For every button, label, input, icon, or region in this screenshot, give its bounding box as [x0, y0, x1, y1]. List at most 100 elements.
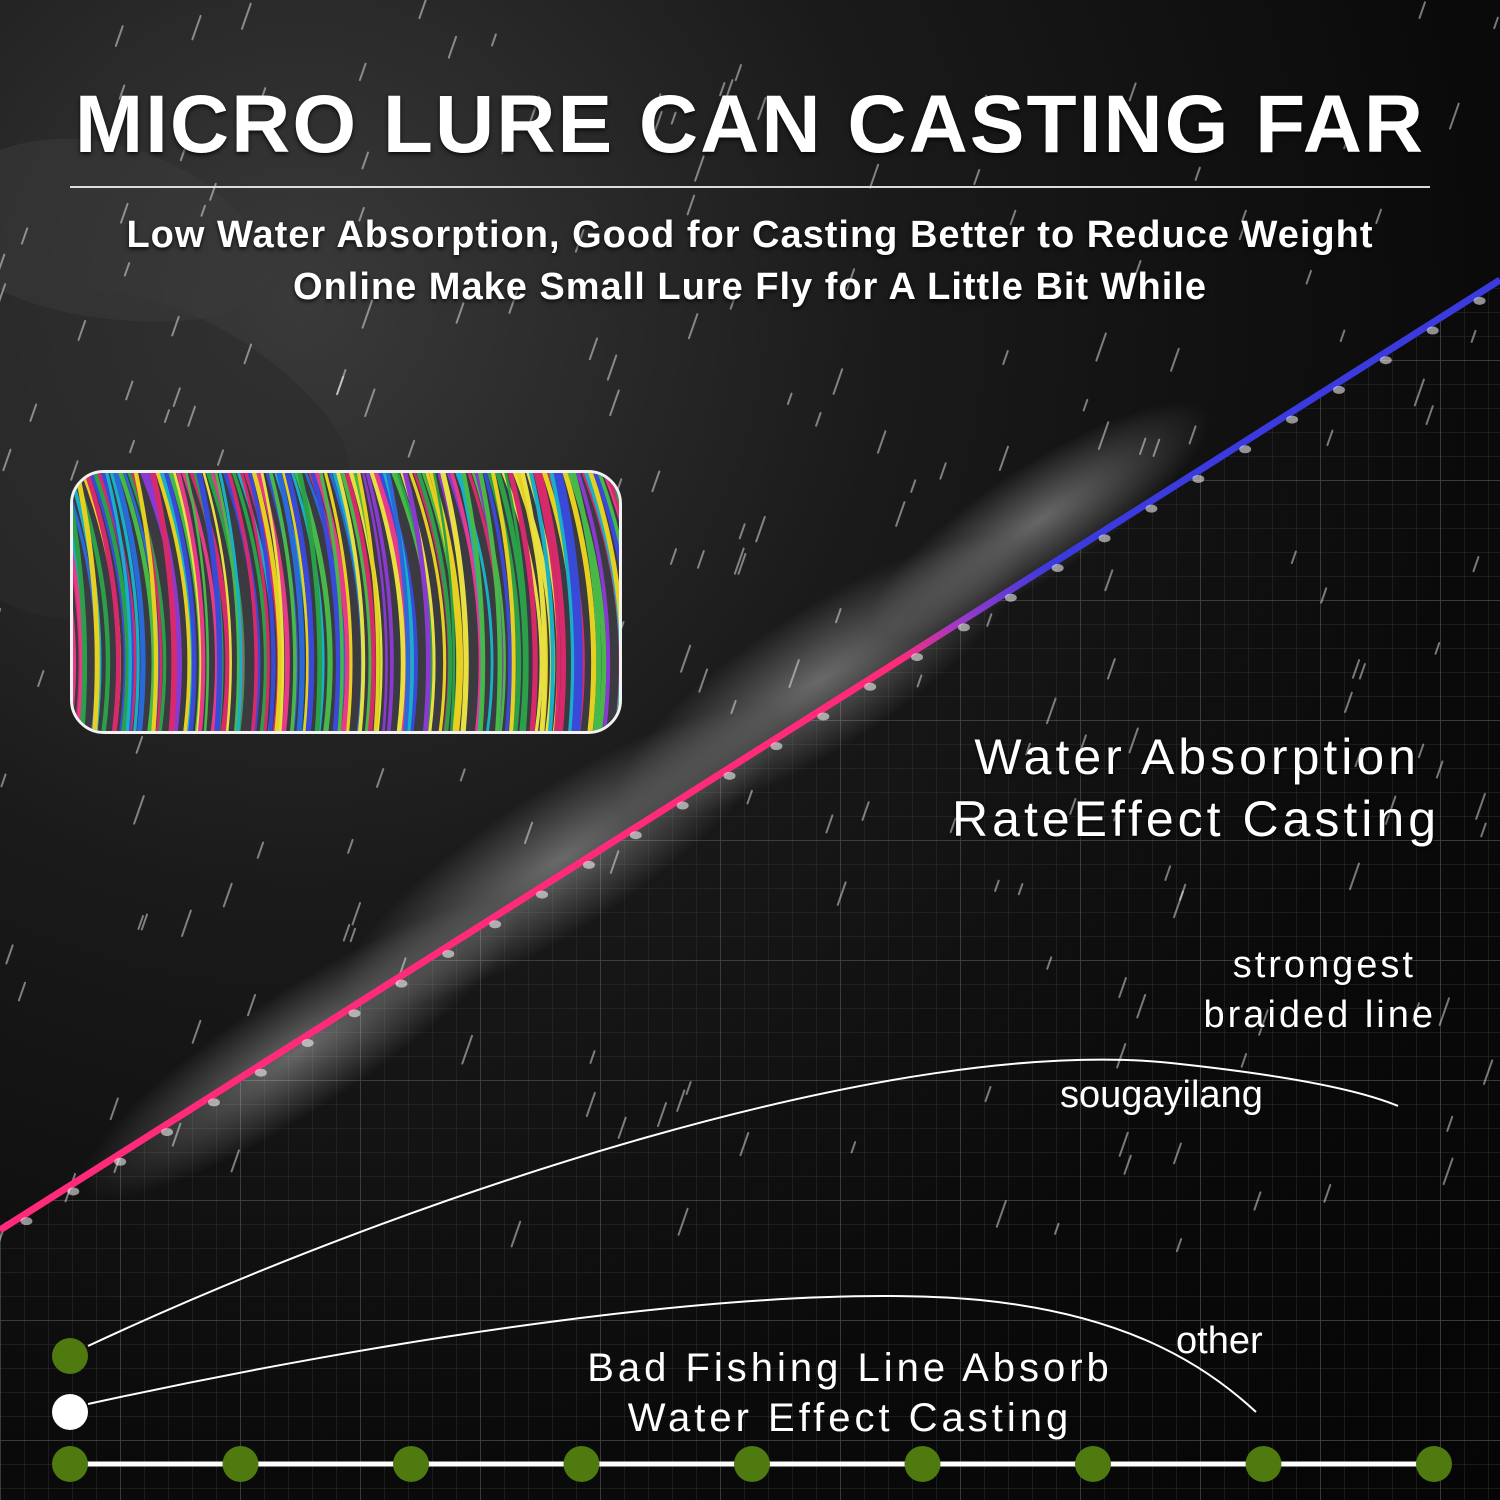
- rain-streak: [949, 817, 957, 834]
- water-droplet: [1098, 534, 1111, 543]
- rain-streak: [1411, 1002, 1420, 1022]
- rain-streak: [1417, 743, 1425, 759]
- rain-streak: [1136, 993, 1147, 1019]
- other-curve-label: other: [1176, 1320, 1263, 1362]
- braid-strand: [84, 473, 121, 731]
- rain-streak: [1175, 1238, 1183, 1253]
- rain-streak: [129, 439, 136, 454]
- braid-strand: [214, 473, 240, 731]
- water-droplet: [536, 890, 549, 899]
- rain-streak: [1351, 659, 1361, 679]
- subtitle-line-2: Online Make Small Lure Fly for A Little …: [293, 266, 1207, 308]
- rain-streak: [459, 768, 466, 782]
- braid-strand: [105, 473, 132, 731]
- water-droplet: [489, 920, 502, 929]
- water-droplet: [911, 653, 924, 662]
- rain-streak: [869, 163, 880, 189]
- water-droplet: [864, 682, 877, 691]
- braid-strand: [477, 473, 503, 731]
- braided-line-swatch: [70, 470, 622, 734]
- rain-streak: [939, 462, 947, 480]
- rain-streak: [1435, 760, 1444, 779]
- braided-line-label: braided line: [1203, 994, 1436, 1036]
- rain-streak: [243, 343, 253, 365]
- rain-streak: [1188, 425, 1197, 445]
- rain-streak: [1323, 1183, 1332, 1203]
- rain-streak: [834, 608, 842, 624]
- rain-streak: [181, 909, 192, 937]
- braid-strand: [118, 473, 157, 731]
- rain-streak: [358, 206, 365, 222]
- bad-line-caption-1: Bad Fishing Line Absorb: [587, 1346, 1113, 1390]
- rain-streak: [501, 129, 511, 155]
- rain-streak: [670, 111, 677, 125]
- rain-streak: [418, 0, 427, 20]
- rain-streak: [0, 773, 7, 788]
- braid-strand: [155, 473, 193, 731]
- rain-streak: [336, 375, 345, 395]
- rain-streak: [335, 369, 347, 396]
- rain-streak: [1442, 1157, 1454, 1186]
- strongest-label: strongest: [1232, 944, 1416, 986]
- rain-streak: [680, 644, 692, 673]
- rain-streak: [1170, 347, 1180, 372]
- rain-streak: [1354, 748, 1363, 768]
- rain-streak: [1320, 587, 1328, 604]
- rain-streak: [523, 821, 534, 845]
- water-droplet: [1426, 326, 1439, 335]
- braid-strand: [378, 473, 418, 731]
- braid-strand: [553, 473, 580, 731]
- braid-strand: [73, 503, 88, 731]
- rain-streak: [738, 523, 746, 540]
- rain-streak: [29, 403, 38, 422]
- braid-strand: [504, 473, 529, 731]
- rain-streak: [1069, 797, 1077, 815]
- subtitle-line-1: Low Water Absorption, Good for Casting B…: [126, 214, 1374, 256]
- water-droplet: [254, 1068, 267, 1077]
- braid-strand: [461, 473, 486, 731]
- braid-strand: [231, 473, 268, 731]
- rain-streak: [1480, 822, 1487, 838]
- braid-strand: [260, 473, 285, 731]
- braid-strand: [369, 473, 406, 731]
- braid-strand: [533, 473, 561, 731]
- rain-streak: [114, 25, 124, 47]
- brand-dot: [52, 1338, 88, 1374]
- rain-streak: [1425, 405, 1434, 426]
- water-droplet: [770, 742, 783, 751]
- braid-strand: [507, 473, 538, 731]
- rain-streak: [1358, 663, 1366, 680]
- water-droplet: [582, 860, 595, 869]
- brand-curve: [87, 1058, 1399, 1347]
- brand-curve-label: sougayilang: [1060, 1074, 1263, 1116]
- water-droplet: [723, 771, 736, 780]
- braid-strand: [172, 473, 203, 731]
- braid-strand: [575, 473, 611, 731]
- braid-strand: [310, 473, 341, 731]
- braid-strand: [143, 473, 181, 731]
- rain-streak: [725, 79, 734, 98]
- rain-streak: [361, 299, 374, 329]
- rain-streak: [246, 993, 257, 1017]
- rain-streak: [649, 93, 662, 123]
- braid-strand: [536, 473, 567, 731]
- braid-strand: [150, 473, 177, 731]
- rain-streak: [1238, 221, 1247, 241]
- rain-streak: [163, 409, 171, 423]
- rain-streak: [510, 1220, 522, 1248]
- braid-strand: [490, 473, 516, 731]
- braid-strand: [196, 473, 223, 731]
- rain-streak: [1104, 569, 1114, 592]
- rain-streak: [1025, 742, 1031, 756]
- rain-streak: [757, 97, 767, 120]
- rain-streak: [1240, 1053, 1248, 1068]
- water-droplet: [161, 1128, 174, 1137]
- braid-strand: [501, 473, 543, 731]
- braid-strand: [425, 473, 460, 731]
- rain-streak: [1475, 792, 1486, 820]
- rain-streak: [1075, 734, 1087, 764]
- axis-marker: [52, 1446, 88, 1482]
- rain-streak: [609, 850, 620, 874]
- water-droplet: [1145, 504, 1158, 513]
